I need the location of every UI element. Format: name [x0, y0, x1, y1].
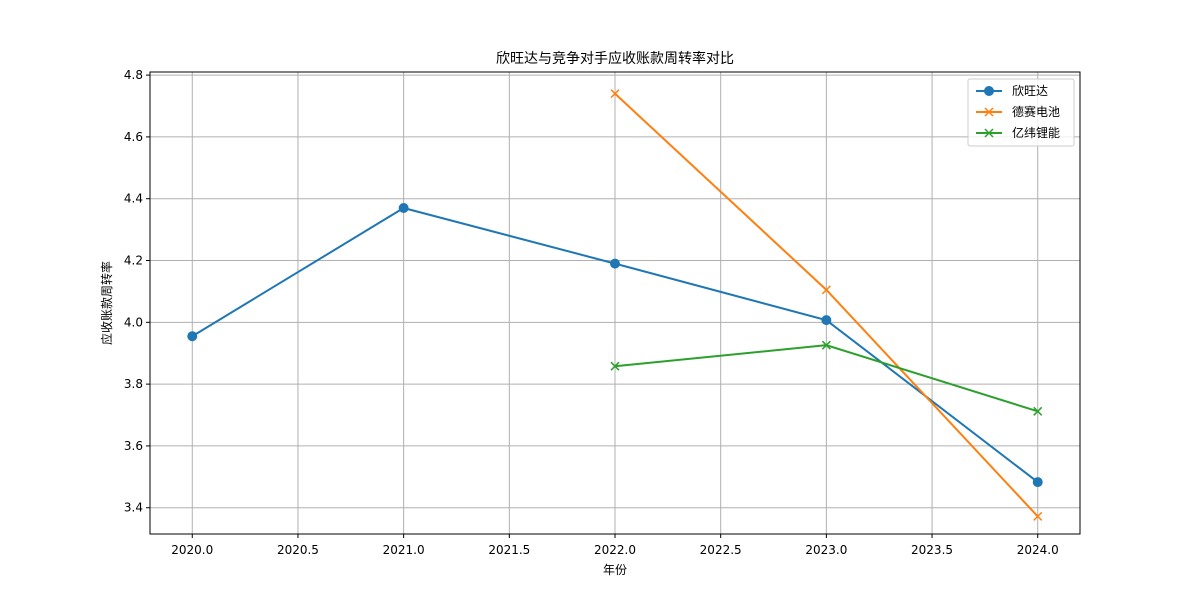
data-point	[187, 331, 198, 342]
y-tick-label: 4.0	[124, 315, 143, 329]
series-3	[610, 340, 1043, 416]
legend-label: 德赛电池	[1012, 104, 1060, 119]
x-tick-label: 2021.0	[383, 543, 425, 557]
legend-label: 亿纬锂能	[1012, 125, 1060, 140]
y-tick-label: 3.4	[124, 501, 143, 515]
legend-marker	[984, 107, 994, 117]
chart-title: 欣旺达与竞争对手应收账款周转率对比	[496, 50, 734, 67]
x-tick-label: 2020.0	[171, 543, 213, 557]
legend-entry: 亿纬锂能	[976, 125, 1060, 140]
y-tick-label: 4.2	[124, 254, 143, 268]
x-axis-label: 年份	[603, 563, 627, 577]
data-point	[821, 285, 831, 295]
y-tick-label: 4.6	[124, 130, 143, 144]
x-tick-label: 2022.5	[700, 543, 742, 557]
data-point	[398, 202, 409, 213]
x-tick-label: 2022.0	[594, 543, 636, 557]
y-tick-label: 4.4	[124, 192, 143, 206]
legend-label: 欣旺达	[1012, 84, 1048, 98]
series-layer	[187, 89, 1043, 521]
data-point	[1032, 477, 1043, 488]
x-tick-label: 2021.5	[488, 543, 530, 557]
y-tick-label: 4.8	[124, 68, 143, 82]
legend-marker	[984, 86, 994, 96]
data-point	[610, 258, 620, 269]
x-tick-label: 2023.0	[805, 543, 847, 557]
axis-ticks: 2020.0 2020.5 2021.0 2021.5 2022.0 2022.5 2023…	[124, 68, 1059, 557]
x-tick-label: 2024.0	[1017, 543, 1059, 557]
series-1	[187, 202, 1043, 488]
data-point	[821, 315, 832, 326]
data-point	[610, 89, 620, 99]
data-point	[821, 340, 831, 350]
y-tick-label: 3.6	[124, 439, 143, 453]
legend-entry: 欣旺达	[976, 84, 1048, 98]
series-2	[610, 89, 1043, 521]
legend-marker	[984, 128, 994, 138]
x-tick-label: 2023.5	[911, 543, 953, 557]
data-point	[1033, 406, 1043, 416]
y-tick-label: 3.8	[124, 377, 143, 391]
data-point	[610, 361, 620, 371]
legend-box	[967, 78, 1075, 147]
data-point	[1033, 511, 1043, 521]
legend-entry: 德赛电池	[976, 104, 1060, 119]
y-axis-label: 应收账款周转率	[99, 261, 114, 345]
x-tick-label: 2020.5	[277, 543, 319, 557]
